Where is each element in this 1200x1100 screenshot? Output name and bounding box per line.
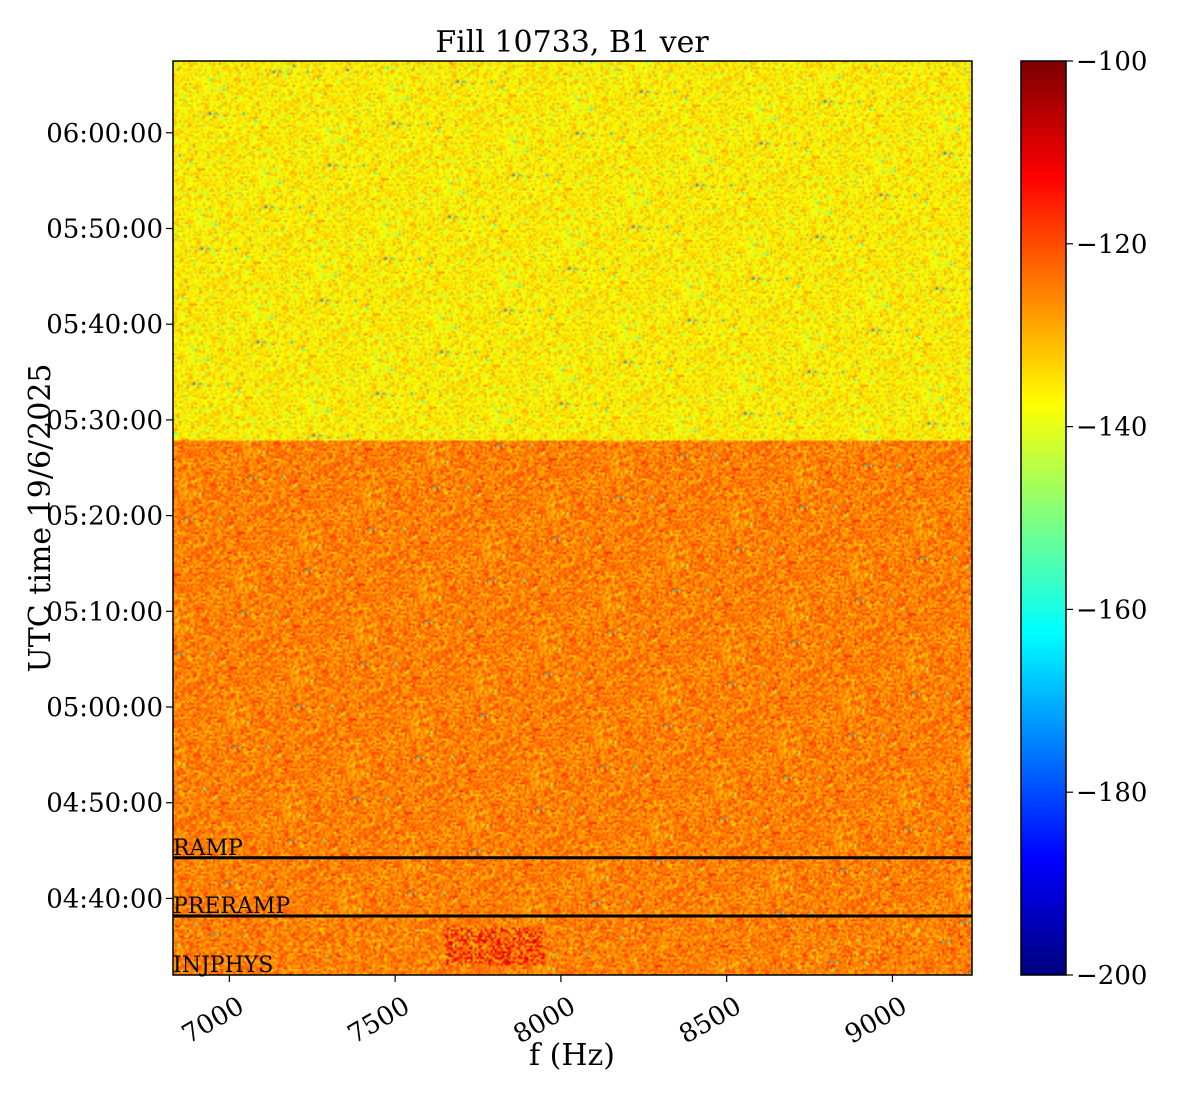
x-axis-label: f (Hz) xyxy=(529,1038,615,1073)
colorbar-tick-label: −160 xyxy=(1076,595,1147,625)
colorbar-tick-label: −120 xyxy=(1076,230,1147,260)
phase-label-preramp: PRERAMP xyxy=(173,894,290,919)
chart-title: Fill 10733, B1 ver xyxy=(435,25,709,60)
y-tick-label: 04:40:00 xyxy=(46,884,163,914)
phase-label-ramp: RAMP xyxy=(173,836,243,861)
y-tick-label: 05:10:00 xyxy=(46,597,163,627)
colorbar-tick-label: −180 xyxy=(1076,778,1147,808)
y-tick-label: 05:30:00 xyxy=(46,406,163,436)
y-tick-label: 04:50:00 xyxy=(46,789,163,819)
y-tick-label: 05:00:00 xyxy=(46,693,163,723)
y-tick-label: 05:50:00 xyxy=(46,214,163,244)
phase-label-injphys: INJPHYS xyxy=(173,953,273,978)
x-tick-label: 7500 xyxy=(343,991,415,1050)
colorbar-tick-label: −140 xyxy=(1076,413,1147,443)
plot-frame xyxy=(172,60,973,976)
y-tick-label: 05:40:00 xyxy=(46,310,163,340)
colorbar-gradient xyxy=(1021,61,1066,975)
y-axis-label: UTC time 19/6/2025 xyxy=(23,364,58,673)
heatmap-area xyxy=(173,61,972,975)
colorbar: −200 −180 −160 −140 −120 −100 xyxy=(1020,47,1147,991)
heatmap-image xyxy=(173,61,972,975)
y-tick-label: 05:20:00 xyxy=(46,502,163,532)
x-tick-label: 7000 xyxy=(177,991,249,1050)
x-tick-label: 9000 xyxy=(840,991,912,1050)
x-tick-label: 8500 xyxy=(674,991,746,1050)
colorbar-tick-label: −200 xyxy=(1076,961,1147,991)
y-axis: 04:40:00 04:50:00 05:00:00 05:10:00 05:20:00… xyxy=(46,119,173,914)
phase-markers: RAMP PRERAMP INJPHYS xyxy=(173,836,972,978)
colorbar-ticks: −200 −180 −160 −140 −120 −100 xyxy=(1066,47,1147,991)
colorbar-frame xyxy=(1020,60,1067,976)
colorbar-tick-label: −100 xyxy=(1076,47,1147,77)
y-tick-label: 06:00:00 xyxy=(46,119,163,149)
